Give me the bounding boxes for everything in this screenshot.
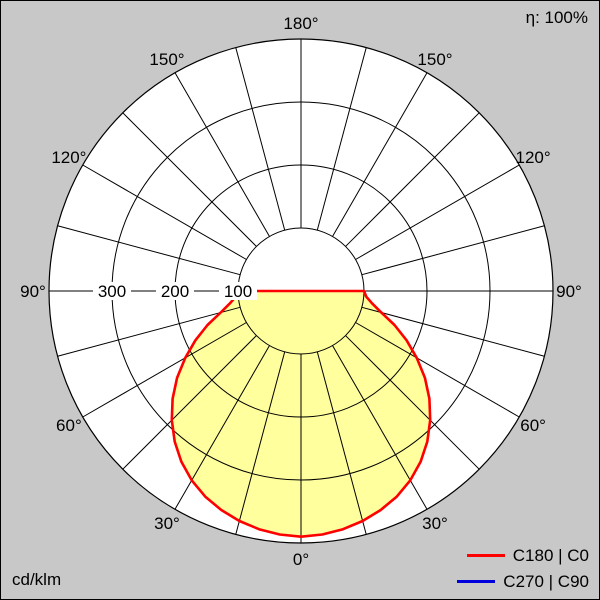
- angle-label: 90°: [20, 282, 46, 301]
- legend-item-c0: C180 | C0: [457, 544, 589, 567]
- grid-spoke: [332, 345, 428, 510]
- grid-spoke: [57, 306, 241, 357]
- angle-label: 150°: [149, 50, 184, 69]
- unit-label: cd/klm: [12, 570, 62, 589]
- grid-spoke: [332, 72, 428, 237]
- grid-spoke: [361, 306, 545, 357]
- grid-spoke: [235, 351, 286, 535]
- grid-spoke: [355, 322, 520, 418]
- grid-spoke: [57, 225, 241, 276]
- angle-label: 30°: [154, 514, 180, 533]
- grid-spoke: [82, 322, 247, 418]
- angle-label: 180°: [283, 14, 318, 33]
- grid-spoke: [235, 47, 286, 231]
- radial-scale-label: 300: [98, 282, 126, 301]
- angle-label: 30°: [422, 514, 448, 533]
- grid-spoke: [316, 351, 367, 535]
- radial-label-mask: [156, 282, 194, 300]
- grid-spoke: [174, 72, 270, 237]
- angle-label: 90°: [556, 282, 582, 301]
- grid-spoke: [82, 164, 247, 260]
- angle-label: 0°: [293, 550, 309, 569]
- efficiency-label: η: 100%: [525, 8, 588, 27]
- grid-spoke: [355, 164, 520, 260]
- grid-spoke: [122, 335, 257, 470]
- legend-label-c90: C270 | C90: [503, 571, 589, 591]
- grid-spoke: [345, 112, 480, 247]
- grid-spoke: [122, 112, 257, 247]
- legend-item-c90: C270 | C90: [457, 570, 589, 593]
- angle-label: 120°: [51, 148, 86, 167]
- angle-label: 60°: [56, 416, 82, 435]
- angle-label: 150°: [417, 50, 452, 69]
- c0-curve: [170, 289, 432, 538]
- radial-scale-label: 100: [224, 282, 252, 301]
- angle-label: 120°: [516, 148, 551, 167]
- radial-label-mask: [219, 282, 257, 300]
- legend-line-blue-icon: [457, 580, 496, 583]
- radial-label-mask: [93, 282, 131, 300]
- grid-spoke: [345, 335, 480, 470]
- radial-scale-label: 200: [161, 282, 189, 301]
- legend-label-c0: C180 | C0: [512, 545, 589, 565]
- grid-spoke: [174, 345, 270, 510]
- grid-spoke: [316, 47, 367, 231]
- legend: C180 | C0 C270 | C90: [457, 544, 589, 593]
- grid-spoke: [361, 225, 545, 276]
- legend-line-red-icon: [466, 554, 505, 557]
- angle-label: 60°: [520, 416, 546, 435]
